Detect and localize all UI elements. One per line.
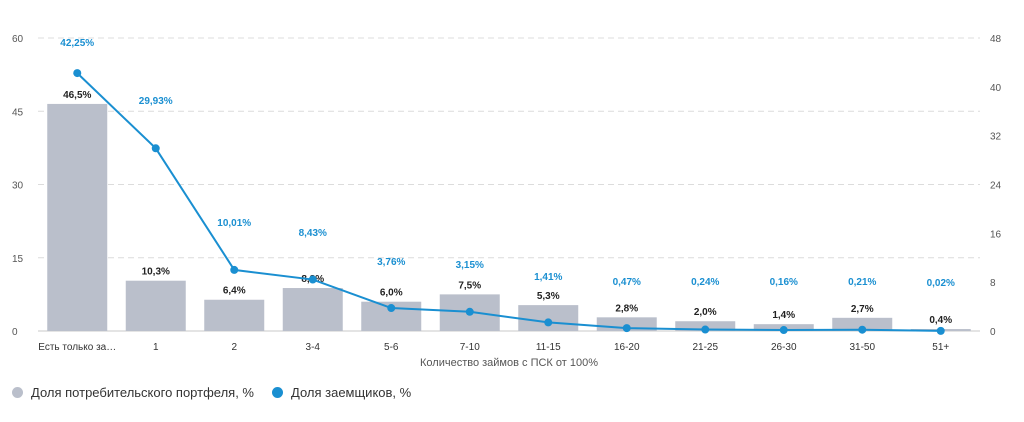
borrowers-value-label: 1,41% (534, 272, 562, 283)
legend-item-borrowers[interactable]: Доля заемщиков, % (272, 385, 411, 400)
chart: 0 15 30 45 60 0 8 16 24 32 40 48 46,5% Есть только за… (12, 34, 1002, 369)
bar-value-label: 6,4% (223, 286, 246, 297)
borrowers-point (151, 144, 160, 153)
x-tick-label: 5-6 (384, 342, 399, 353)
x-tick-label: 51+ (932, 342, 949, 353)
y-right-tick-label: 48 (990, 34, 1002, 45)
y-right-tick-label: 0 (990, 327, 996, 338)
legend-label-borrowers: Доля заемщиков, % (291, 385, 412, 400)
borrowers-value-label: 0,24% (691, 277, 719, 288)
y-left-tick-label: 45 (12, 107, 24, 118)
bar-value-label: 1,4% (772, 310, 795, 321)
borrowers-value-label: 3,15% (456, 260, 484, 271)
x-tick-label: 31-50 (849, 342, 875, 353)
borrowers-value-label: 0,02% (927, 278, 955, 289)
borrowers-value-label: 0,47% (613, 277, 641, 288)
borrowers-point (465, 307, 474, 316)
x-tick-label: 11-15 (536, 342, 561, 353)
bar-value-label: 6,0% (380, 288, 403, 299)
x-tick-label: 26-30 (771, 342, 797, 353)
x-tick-label: 1 (153, 342, 159, 353)
y-left-tick-label: 30 (12, 181, 24, 192)
legend-item-portfolio[interactable]: Доля потребительского портфеля, % (12, 385, 254, 400)
borrowers-point (622, 324, 631, 333)
legend: Доля потребительского портфеля, % Доля з… (12, 385, 411, 400)
bar-value-label: 2,0% (694, 307, 717, 318)
y-right-tick-label: 32 (990, 132, 1002, 143)
borrowers-value-label: 10,01% (217, 218, 251, 229)
bar (125, 280, 186, 331)
y-right-tick-label: 8 (990, 278, 996, 289)
x-axis-title: Количество займов с ПСК от 100% (420, 357, 598, 369)
borrowers-value-label: 29,93% (139, 96, 173, 107)
borrowers-point (779, 326, 788, 335)
bar-value-label: 10,3% (142, 267, 170, 278)
x-tick-label: 2 (231, 342, 237, 353)
bar-value-label: 46,5% (63, 90, 91, 101)
borrowers-point (858, 325, 867, 334)
bar-value-label: 5,3% (537, 291, 560, 302)
bar (832, 317, 893, 331)
borrowers-point (230, 265, 239, 274)
y-right-tick-label: 16 (990, 229, 1002, 240)
x-tick-label: Есть только за… (38, 342, 116, 353)
y-right-tick-label: 24 (990, 181, 1002, 192)
x-tick-label: 7-10 (460, 342, 480, 353)
bar (518, 305, 579, 331)
borrowers-value-label: 42,25% (60, 38, 94, 49)
y-right-tick-label: 40 (990, 83, 1002, 94)
bar-value-label: 7,5% (458, 280, 481, 291)
legend-marker-portfolio (12, 387, 23, 398)
borrowers-point (308, 275, 317, 284)
borrowers-value-label: 3,76% (377, 257, 405, 268)
borrowers-point (936, 326, 945, 335)
bar (47, 103, 108, 331)
y-left-tick-label: 15 (12, 254, 24, 265)
borrowers-value-label: 8,43% (299, 228, 327, 239)
x-tick-label: 21-25 (692, 342, 718, 353)
y-left-tick-label: 0 (12, 327, 18, 338)
bar-value-label: 0,4% (929, 315, 952, 326)
borrowers-value-label: 0,16% (770, 277, 798, 288)
bar (282, 288, 343, 331)
x-tick-label: 3-4 (306, 342, 321, 353)
legend-marker-borrowers (272, 387, 283, 398)
x-tick-label: 16-20 (614, 342, 640, 353)
legend-label-portfolio: Доля потребительского портфеля, % (31, 385, 254, 400)
bar-value-label: 2,8% (615, 303, 638, 314)
borrowers-point (387, 304, 396, 313)
borrowers-point (701, 325, 710, 334)
borrowers-line (76, 72, 941, 332)
bar (204, 299, 265, 331)
borrowers-point (73, 69, 82, 78)
borrowers-point (544, 318, 553, 327)
y-left-tick-label: 60 (12, 34, 24, 45)
bar-value-label: 2,7% (851, 304, 874, 315)
borrowers-value-label: 0,21% (848, 277, 876, 288)
